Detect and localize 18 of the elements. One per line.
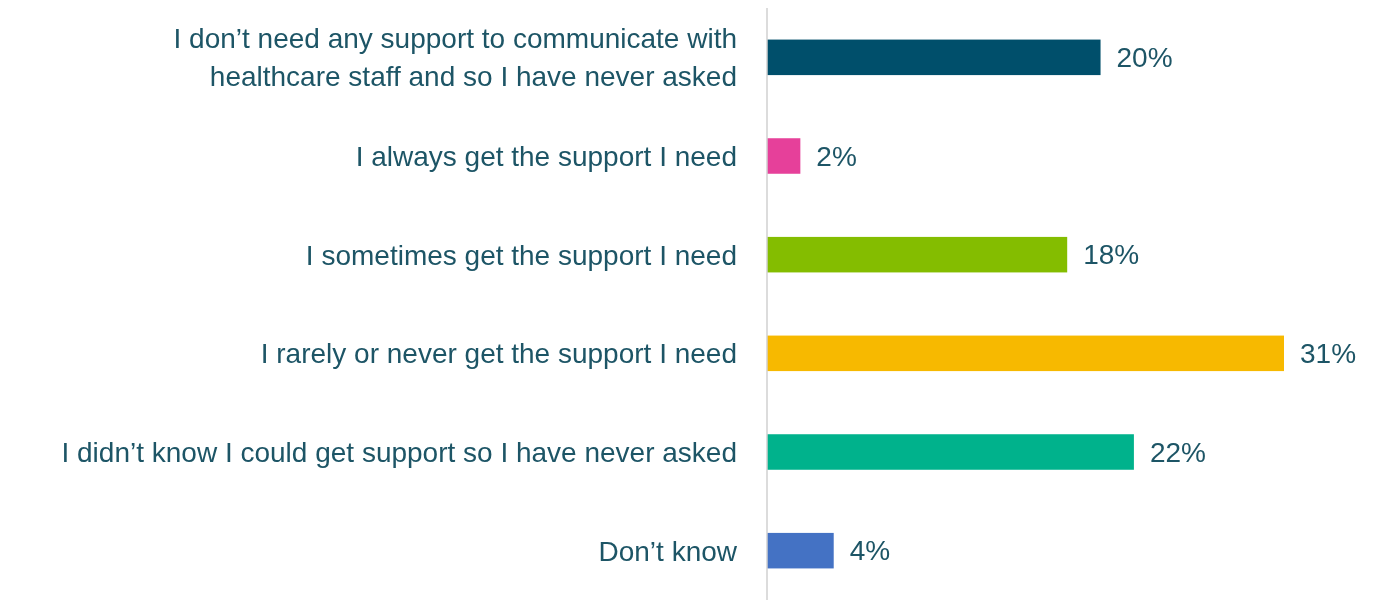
data-label: 18% — [1083, 239, 1140, 271]
data-label: 20% — [1116, 41, 1173, 73]
data-label: 22% — [1149, 436, 1206, 468]
bar — [767, 138, 801, 174]
bar — [767, 335, 1284, 372]
y-tick-label: I rarely or never get the support I need — [260, 337, 737, 369]
bar — [767, 434, 1134, 470]
y-tick-label: I didn’t know I could get support so I have never asked — [61, 436, 737, 468]
bar — [767, 39, 1101, 76]
y-tick-label: I always get the support I need — [355, 140, 737, 172]
y-tick-label: I don’t need any support to communicate with healthcare staff and so I have never asked — [173, 22, 737, 92]
y-tick-label: Don’t know — [598, 535, 738, 567]
bar — [767, 236, 1068, 273]
bar — [767, 532, 834, 569]
y-tick-label: I sometimes get the support I need — [305, 239, 737, 271]
data-label: 31% — [1300, 337, 1357, 369]
data-label: 2% — [816, 140, 857, 172]
data-label: 4% — [849, 535, 891, 567]
